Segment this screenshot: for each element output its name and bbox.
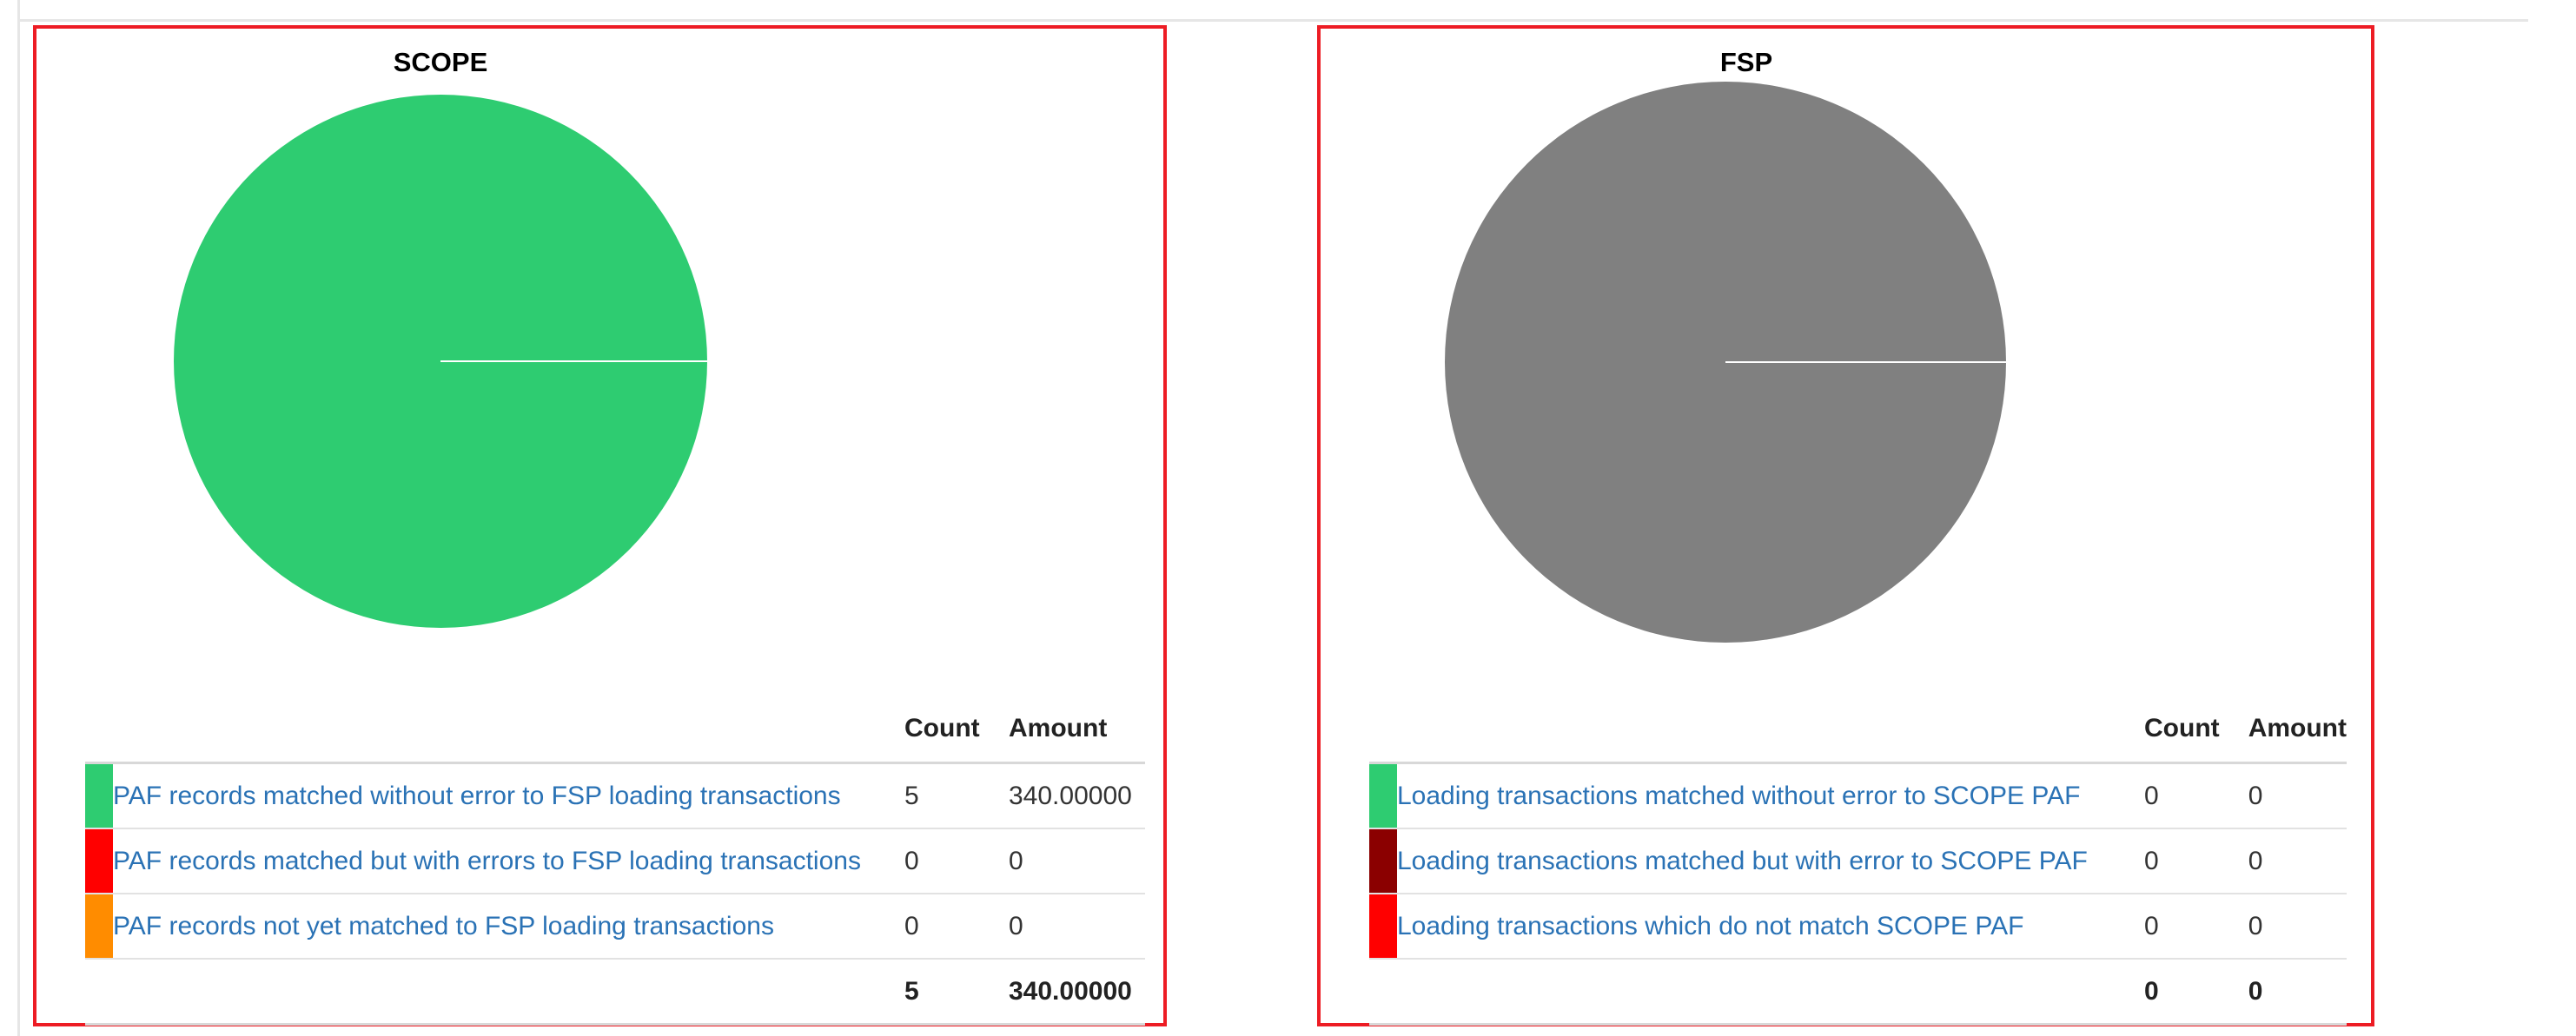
count-header: Count bbox=[904, 696, 1009, 764]
table-row: PAF records matched without error to FSP… bbox=[85, 762, 1145, 829]
legend-swatch bbox=[85, 764, 113, 828]
fsp-panel: FSP Count Amount Loading transactions ma… bbox=[1317, 25, 2374, 1026]
table-header-row: Count Amount bbox=[1369, 696, 2347, 764]
chart-title: FSP bbox=[1719, 47, 1773, 77]
total-count: 5 bbox=[904, 959, 1009, 1026]
table-row: PAF records not yet matched to FSP loadi… bbox=[85, 894, 1145, 960]
legend-swatch bbox=[1369, 829, 1397, 893]
fsp-legend-table: Count Amount Loading transactions matche… bbox=[1369, 696, 2347, 1026]
legend-link[interactable]: Loading transactions matched but with er… bbox=[1397, 828, 2145, 894]
count-cell: 0 bbox=[904, 894, 1009, 960]
scope-panel: SCOPE Count Amount PAF records matched w… bbox=[33, 25, 1167, 1026]
legend-swatch bbox=[1369, 764, 1397, 828]
fsp-pie-chart bbox=[1445, 82, 2006, 643]
legend-swatch bbox=[1369, 894, 1397, 958]
table-total-row: 0 0 bbox=[1369, 959, 2347, 1026]
legend-link[interactable]: PAF records matched without error to FSP… bbox=[113, 762, 904, 829]
amount-cell: 0 bbox=[2248, 828, 2347, 894]
scope-legend-table: Count Amount PAF records matched without… bbox=[85, 696, 1145, 1026]
count-cell: 0 bbox=[904, 828, 1009, 894]
legend-swatch bbox=[85, 829, 113, 893]
amount-cell: 0 bbox=[1009, 894, 1145, 960]
page-frame-left bbox=[17, 0, 20, 1036]
legend-link[interactable]: Loading transactions which do not match … bbox=[1397, 894, 2145, 960]
scope-pie-chart bbox=[174, 95, 707, 628]
amount-header: Amount bbox=[2248, 696, 2347, 764]
count-cell: 5 bbox=[904, 762, 1009, 829]
legend-link[interactable]: PAF records matched but with errors to F… bbox=[113, 828, 904, 894]
table-total-row: 5 340.00000 bbox=[85, 959, 1145, 1026]
table-row: PAF records matched but with errors to F… bbox=[85, 828, 1145, 894]
total-amount: 340.00000 bbox=[1009, 959, 1145, 1026]
amount-cell: 0 bbox=[2248, 894, 2347, 960]
amount-cell: 0 bbox=[2248, 762, 2347, 829]
amount-cell: 340.00000 bbox=[1009, 762, 1145, 829]
count-cell: 0 bbox=[2144, 762, 2248, 829]
legend-link[interactable]: PAF records not yet matched to FSP loadi… bbox=[113, 894, 904, 960]
amount-header: Amount bbox=[1009, 696, 1145, 764]
legend-swatch bbox=[85, 894, 113, 958]
table-row: Loading transactions which do not match … bbox=[1369, 894, 2347, 960]
total-amount: 0 bbox=[2248, 959, 2347, 1026]
legend-link[interactable]: Loading transactions matched without err… bbox=[1397, 762, 2145, 829]
count-cell: 0 bbox=[2144, 894, 2248, 960]
total-count: 0 bbox=[2144, 959, 2248, 1026]
page-frame-top bbox=[17, 19, 2528, 22]
table-header-row: Count Amount bbox=[85, 696, 1145, 764]
table-row: Loading transactions matched without err… bbox=[1369, 762, 2347, 829]
count-header: Count bbox=[2144, 696, 2248, 764]
chart-title: SCOPE bbox=[393, 47, 488, 77]
count-cell: 0 bbox=[2144, 828, 2248, 894]
amount-cell: 0 bbox=[1009, 828, 1145, 894]
table-row: Loading transactions matched but with er… bbox=[1369, 828, 2347, 894]
